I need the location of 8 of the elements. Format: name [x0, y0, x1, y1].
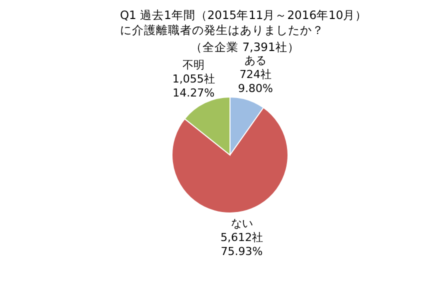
- chart-subtitle: （全企業 7,391社）: [190, 40, 300, 55]
- chart-title: Q1 過去1年間（2015年11月～2016年10月）に介護離職者の発生はありましたか？: [120, 8, 368, 38]
- data-label: 724社 9.80%: [238, 68, 273, 95]
- slice-label: ない: [230, 217, 253, 230]
- slice-label: ある: [244, 54, 266, 67]
- slice-label: 不明: [182, 58, 205, 72]
- data-label: 5,612社 75.93%: [220, 231, 264, 258]
- data-label: 1,055社 14.27%: [172, 72, 215, 100]
